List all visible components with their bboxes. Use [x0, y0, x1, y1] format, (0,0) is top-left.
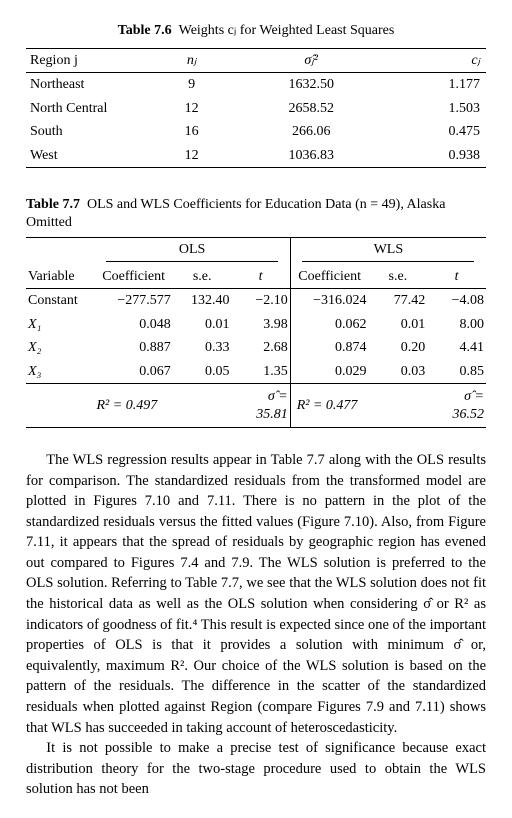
- paragraph-1: The WLS regression results appear in Tab…: [26, 450, 486, 738]
- t77-r2-wls: R² = 0.477: [290, 384, 368, 428]
- t77-r2-ols: R² = 0.497: [95, 384, 173, 428]
- table-row: North Central 12 2658.52 1.503: [26, 97, 486, 121]
- t76-h-n: nⱼ: [146, 48, 238, 73]
- table-row: Constant −277.577 132.40 −2.10 −316.024 …: [26, 289, 486, 313]
- table-7-6-label: Table 7.6: [118, 23, 172, 38]
- t77-h-wse: s.e.: [369, 265, 428, 289]
- table-row: West 12 1036.83 0.938: [26, 144, 486, 168]
- t77-h-wcoef: Coefficient: [290, 265, 368, 289]
- t77-group-ols: OLS: [106, 241, 278, 262]
- t77-sigma-wls: σ̂ = 36.52: [427, 384, 486, 428]
- table-row: R² = 0.497 σ̂ = 35.81 R² = 0.477 σ̂ = 36…: [26, 384, 486, 428]
- table-row: Northeast 9 1632.50 1.177: [26, 73, 486, 97]
- table-7-7-title: OLS and WLS Coefficients for Education D…: [26, 197, 445, 230]
- table-row: X₃ 0.067 0.05 1.35 0.029 0.03 0.85: [26, 360, 486, 384]
- table-row: X₁ 0.048 0.01 3.98 0.062 0.01 8.00: [26, 313, 486, 337]
- table-row: South 16 266.06 0.475: [26, 120, 486, 144]
- t76-h-sigma: σ̂ⱼ²: [238, 48, 385, 73]
- table-7-7-label: Table 7.7: [26, 197, 80, 212]
- table-7-7: OLS WLS Variable Coefficient s.e. t Coef…: [26, 237, 486, 428]
- table-7-7-caption: Table 7.7 OLS and WLS Coefficients for E…: [26, 196, 486, 231]
- table-7-6-title: Weights cⱼ for Weighted Least Squares: [179, 23, 395, 38]
- t77-h-ocoef: Coefficient: [95, 265, 173, 289]
- t76-h-c: cⱼ: [385, 48, 486, 73]
- t77-h-var: Variable: [26, 265, 95, 289]
- t76-h-region: Region j: [26, 48, 146, 73]
- t77-h-wt: t: [427, 265, 486, 289]
- t77-sigma-ols: σ̂ = 35.81: [232, 384, 291, 428]
- body-text: The WLS regression results appear in Tab…: [26, 450, 486, 800]
- table-row: X₂ 0.887 0.33 2.68 0.874 0.20 4.41: [26, 336, 486, 360]
- table-7-6-caption: Table 7.6 Weights cⱼ for Weighted Least …: [26, 22, 486, 40]
- paragraph-2: It is not possible to make a precise tes…: [26, 738, 486, 800]
- t77-h-ot: t: [232, 265, 291, 289]
- t77-group-wls: WLS: [302, 241, 474, 262]
- table-7-6: Region j nⱼ σ̂ⱼ² cⱼ Northeast 9 1632.50 …: [26, 48, 486, 169]
- t77-h-ose: s.e.: [173, 265, 232, 289]
